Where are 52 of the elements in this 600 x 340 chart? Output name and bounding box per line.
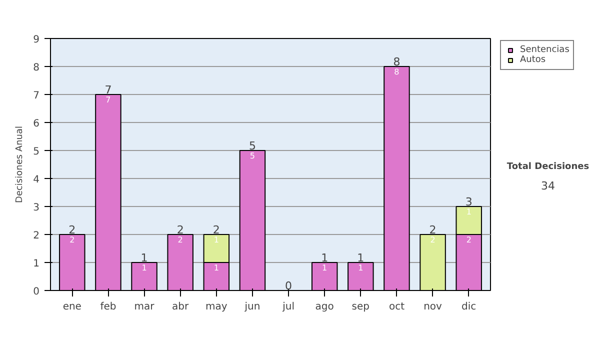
y-tick-label: 4 (33, 174, 40, 186)
x-tick-label: may (206, 302, 228, 312)
total-label: 1 (140, 252, 148, 264)
y-tick-label: 0 (33, 286, 40, 298)
x-tick-label: oct (388, 302, 405, 312)
data-label: 2 (70, 236, 75, 244)
x-tick-label: abr (172, 302, 190, 312)
x-tick-label: jun (244, 302, 260, 312)
data-label: 1 (214, 236, 219, 244)
y-tick-label: 1 (33, 258, 40, 270)
legend-label: Autos (520, 55, 546, 65)
x-tick-label: feb (100, 302, 116, 312)
data-label: 5 (250, 152, 256, 160)
total-label: 2 (212, 224, 220, 236)
data-label: 1 (214, 264, 219, 272)
total-label: 0 (285, 280, 292, 292)
data-label: 7 (106, 96, 111, 104)
y-tick-label: 9 (33, 34, 40, 46)
x-tick-label: ago (315, 302, 334, 312)
data-label: 1 (142, 264, 147, 272)
data-label: 2 (178, 236, 183, 244)
x-tick-label: mar (134, 302, 156, 312)
total-label: 5 (248, 140, 256, 152)
x-tick-label: jul (282, 302, 294, 312)
y-tick-label: 7 (33, 90, 40, 102)
x-tick-label: ene (62, 302, 82, 312)
y-axis-title: Decisiones Anual (15, 126, 26, 203)
y-tick-label: 6 (33, 118, 40, 130)
y-tick-label: 3 (33, 202, 40, 214)
total-label: 8 (393, 56, 400, 68)
data-label: 2 (466, 236, 472, 244)
total-label: 1 (357, 252, 364, 264)
y-tick-label: 5 (33, 146, 40, 158)
data-label: 1 (358, 264, 364, 272)
total-label: 7 (104, 84, 112, 96)
total-label: 1 (321, 252, 328, 264)
data-label: 2 (430, 236, 436, 244)
x-tick-label: sep (352, 302, 370, 312)
text: 34 (541, 180, 555, 193)
total-label: 2 (429, 224, 436, 236)
data-label: 1 (466, 208, 472, 216)
x-tick-label: dic (462, 302, 476, 312)
x-tick-label: nov (424, 302, 442, 312)
total-label: 2 (176, 224, 184, 236)
y-tick-label: 2 (33, 230, 40, 242)
data-label: 8 (394, 68, 400, 76)
total-label: 2 (68, 224, 76, 236)
y-tick-label: 8 (33, 62, 40, 74)
data-label: 1 (322, 264, 328, 272)
total-label: 3 (465, 196, 472, 208)
text: Total Decisiones (506, 162, 590, 172)
legend-label: Sentencias (520, 45, 570, 55)
